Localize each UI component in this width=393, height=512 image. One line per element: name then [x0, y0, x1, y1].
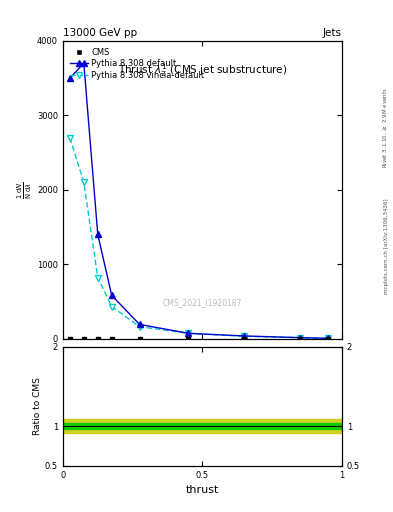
Text: mcplots.cern.ch [arXiv:1306.3436]: mcplots.cern.ch [arXiv:1306.3436]: [384, 198, 389, 293]
Text: Rivet 3.1.10, $\geq$ 2.9M events: Rivet 3.1.10, $\geq$ 2.9M events: [382, 88, 389, 168]
Text: CMS_2021_I1920187: CMS_2021_I1920187: [163, 298, 242, 307]
X-axis label: thrust: thrust: [186, 485, 219, 495]
Y-axis label: $\frac{1}{\mathrm{N}} \frac{\mathrm{d}N}{\mathrm{d}\lambda}$: $\frac{1}{\mathrm{N}} \frac{\mathrm{d}N}…: [16, 181, 34, 199]
Legend: CMS, Pythia 8.308 default, Pythia 8.308 vincia-default: CMS, Pythia 8.308 default, Pythia 8.308 …: [67, 45, 207, 82]
Text: Jets: Jets: [323, 28, 342, 38]
Text: Thrust $\lambda_2^1$ (CMS jet substructure): Thrust $\lambda_2^1$ (CMS jet substructu…: [118, 62, 287, 78]
Text: 13000 GeV pp: 13000 GeV pp: [63, 28, 137, 38]
Y-axis label: Ratio to CMS: Ratio to CMS: [33, 377, 42, 435]
